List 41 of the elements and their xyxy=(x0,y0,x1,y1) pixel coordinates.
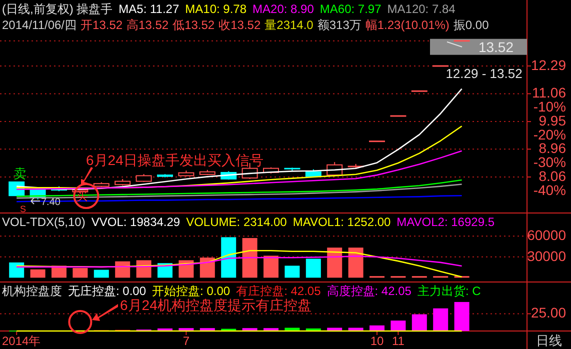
y-tick-label: 9.95 xyxy=(538,112,566,129)
text: MA120: 7.84 xyxy=(387,2,456,16)
y2-tick-label: -40% xyxy=(533,182,566,198)
y-tick-label: 12.29 xyxy=(530,56,566,73)
chart-title: 机构控盘度 xyxy=(2,284,62,298)
chart-title: VOL-TDX(5,10) xyxy=(2,215,86,229)
chart-title: (日线,前复权) 操盘手 xyxy=(2,2,113,16)
annotation: VVOL: 19834.29 xyxy=(91,215,180,229)
text: 2014/11/06/四 开13.52 高13.52 低13.52 收13.52 量2314.0 额313万 幅1.23(10.01%) 振0.00 xyxy=(2,18,489,32)
text: MAVOL2: 16929.5 xyxy=(396,215,495,229)
annotation: 6月24机构控盘度提示有庄控盘 xyxy=(120,297,312,313)
series-label: 高度控盘: 42.05 xyxy=(326,284,412,298)
annotation: VOLUME: 2314.00 xyxy=(186,215,288,229)
annotation: 6月24日操盘手发出买入信号 xyxy=(86,152,264,168)
y-tick-label: 25.00 xyxy=(530,304,566,321)
text: MA10: 9.78 xyxy=(185,2,247,16)
y2-tick-label: -10% xyxy=(533,98,566,115)
text: MA60: 7.97 xyxy=(320,2,382,16)
text: 主力出货: C xyxy=(417,284,482,298)
y2-tick-label: -20% xyxy=(533,126,566,142)
text: MA20: 8.90 xyxy=(252,2,314,16)
ref-line-label: 13.52 xyxy=(478,38,514,55)
y-tick-label: 8.06 xyxy=(538,168,566,184)
annotation: 12.29 - 13.52 xyxy=(446,66,522,81)
y2-tick-label: -30% xyxy=(533,154,566,170)
text: MA5: 11.27 xyxy=(118,2,180,16)
x-tick-label: 7 xyxy=(182,334,190,348)
annotation: S xyxy=(20,204,26,214)
y-tick-label: 8.96 xyxy=(538,140,566,156)
x-tick-label: 10 xyxy=(370,334,384,348)
series-label: MAVOL1: 1252.00 xyxy=(292,215,391,229)
y-tick-label: 11.06 xyxy=(532,84,566,101)
y-tick-label: 60000 xyxy=(527,227,566,244)
text: 日线 xyxy=(536,333,562,348)
y-tick-label: 30000 xyxy=(527,248,566,264)
text: 有庄控盘: 42.05 xyxy=(236,284,322,298)
x-tick-label: 2014年 xyxy=(2,334,41,348)
annotation: 无庄控盘: 0.00 xyxy=(68,284,146,298)
text: 开始控盘: 0.00 xyxy=(152,284,230,298)
annotation: 卖 xyxy=(14,166,27,181)
x-tick-label: 11 xyxy=(392,334,405,348)
